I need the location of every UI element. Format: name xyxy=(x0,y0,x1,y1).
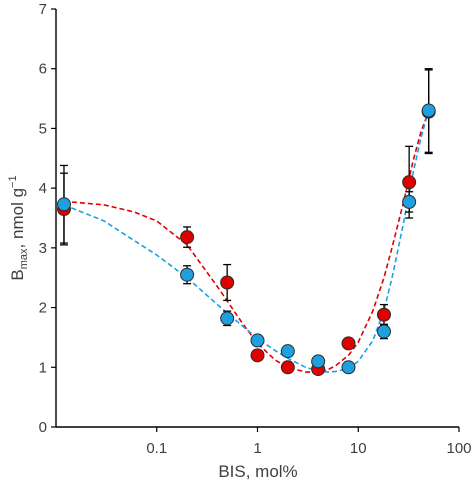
y-axis-title-rest: , nmol g xyxy=(8,188,27,248)
y-tick-label: 5 xyxy=(39,120,47,137)
x-tick-label: 0.1 xyxy=(146,440,167,457)
data-point-series-2 xyxy=(402,194,417,209)
data-point-series-1 xyxy=(250,348,265,363)
x-tick-label: 1 xyxy=(253,440,261,457)
y-axis-title: Bmax, nmol g−1 xyxy=(7,175,30,280)
y-tick-label: 4 xyxy=(39,180,47,197)
y-axis-title-main: B xyxy=(8,269,27,280)
data-point-series-2 xyxy=(250,333,265,348)
data-points xyxy=(56,103,436,377)
data-point-series-2 xyxy=(280,344,295,359)
data-point-series-2 xyxy=(56,197,71,212)
y-tick-label: 6 xyxy=(39,61,47,78)
axes xyxy=(51,8,460,432)
data-point-series-2 xyxy=(421,103,436,118)
y-axis-title-superscript: −1 xyxy=(7,175,19,188)
data-point-series-2 xyxy=(376,324,391,339)
data-point-series-1 xyxy=(280,360,295,375)
data-point-series-2 xyxy=(220,311,235,326)
fit-lines xyxy=(63,110,430,373)
data-point-series-1 xyxy=(341,336,356,351)
x-tick-label: 100 xyxy=(446,440,471,457)
y-tick-label: 3 xyxy=(39,240,47,257)
x-axis-title: BIS, mol% xyxy=(218,462,297,481)
y-tick-label: 2 xyxy=(39,300,47,317)
tick-labels: 0 1 2 3 4 5 6 7 0.1 1 10 100 xyxy=(39,1,472,457)
data-point-series-2 xyxy=(311,354,326,369)
data-point-series-1 xyxy=(180,230,195,245)
y-tick-label: 0 xyxy=(39,419,47,436)
data-point-series-1 xyxy=(402,175,417,190)
y-tick-label: 1 xyxy=(39,359,47,376)
fit-line-series-2 xyxy=(63,110,430,373)
fit-line-series-1 xyxy=(63,111,430,373)
data-point-series-2 xyxy=(341,360,356,375)
y-axis-title-subscript: max xyxy=(18,248,30,269)
data-point-series-1 xyxy=(220,275,235,290)
data-point-series-1 xyxy=(376,307,391,322)
data-point-series-2 xyxy=(180,267,195,282)
y-tick-label: 7 xyxy=(39,1,47,18)
x-tick-label: 10 xyxy=(350,440,367,457)
